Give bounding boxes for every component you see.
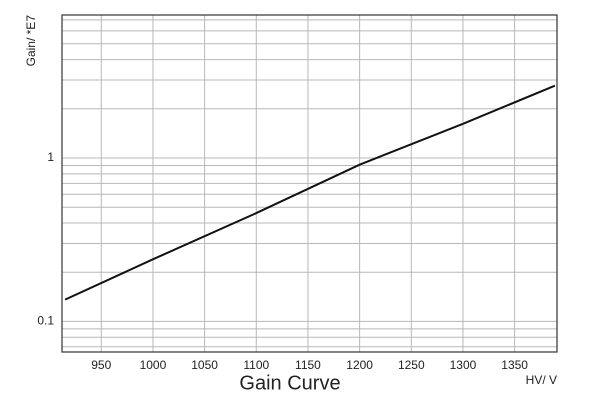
chart-title: Gain Curve xyxy=(239,372,340,394)
x-tick-label: 1000 xyxy=(140,358,167,372)
plot-frame xyxy=(61,14,558,353)
x-tick-label: 1050 xyxy=(191,358,218,372)
x-tick-label: 1100 xyxy=(243,358,269,372)
x-tick-label: 1150 xyxy=(295,358,321,372)
x-tick-label: 1350 xyxy=(501,358,528,372)
y-tick-label: 0.1 xyxy=(37,314,54,328)
gain-line xyxy=(64,84,556,301)
x-tick-label: 950 xyxy=(91,358,111,372)
x-tick-label: 1300 xyxy=(450,358,477,372)
x-tick-label: 1250 xyxy=(398,358,425,372)
y-tick-label: 1 xyxy=(47,150,54,164)
y-axis-label: Gain/ *E7 xyxy=(24,15,38,67)
x-axis-label: HV/ V xyxy=(526,373,557,387)
x-tick-label: 1200 xyxy=(346,358,373,372)
